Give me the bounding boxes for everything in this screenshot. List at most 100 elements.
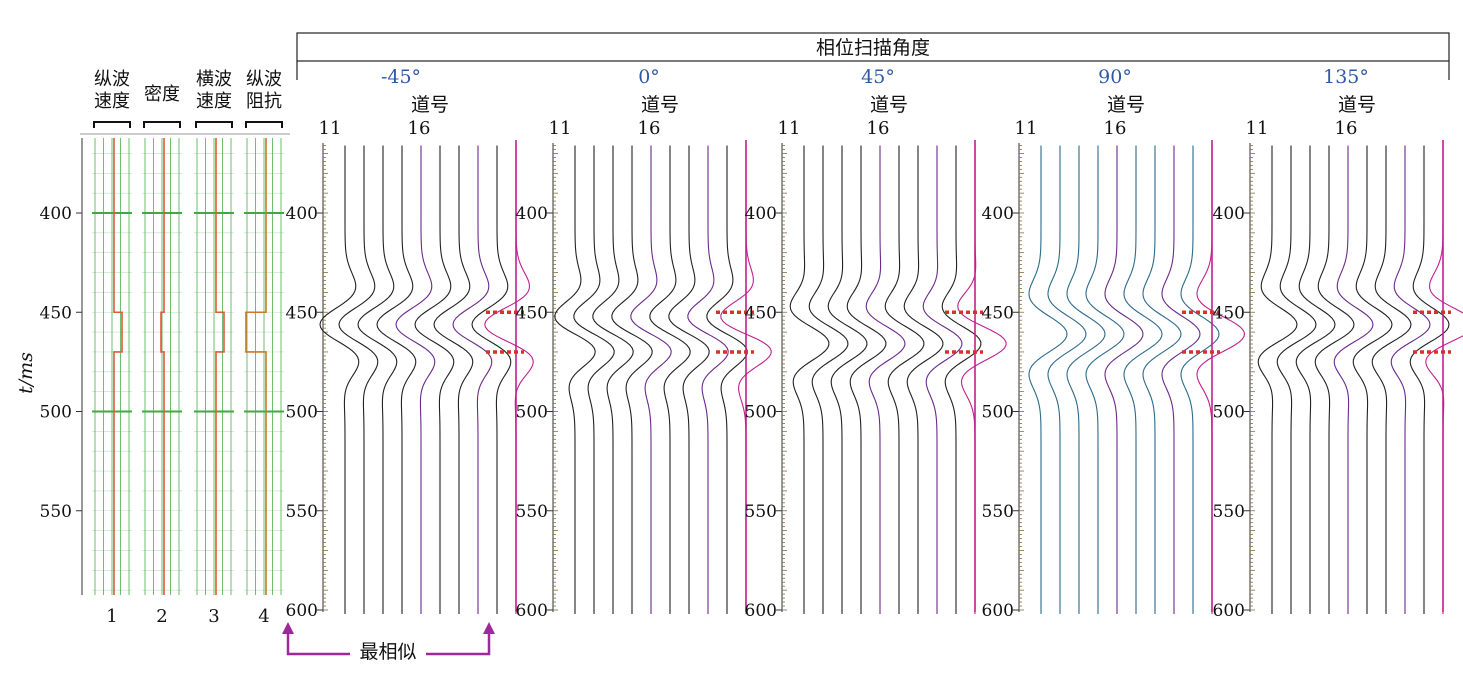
- panel-y-tick-label: 400: [745, 204, 777, 224]
- seismic-trace: [376, 145, 417, 614]
- seismic-trace: [433, 145, 474, 614]
- seismic-trace: [922, 145, 963, 614]
- header-bracket: 相位扫描角度: [296, 32, 1450, 80]
- seismic-trace: [1257, 145, 1298, 614]
- panel-y-tick-label: 400: [516, 204, 548, 224]
- panel-trace-tick-16: 16: [1335, 118, 1358, 139]
- panel-y-tick-label: 400: [982, 204, 1014, 224]
- seismic-trace: [554, 145, 596, 614]
- panel-angle-label: 0°: [638, 66, 660, 88]
- seismic-trace: [1333, 145, 1374, 614]
- panel-45°: 45° 道号 11 16 400 450 500 550 600: [745, 66, 1007, 621]
- panel-90°: 90° 道号 11 16 400 450 500 550 600: [982, 66, 1245, 621]
- panel-y-tick-label: 450: [1213, 303, 1245, 323]
- seismic-trace: [1390, 145, 1431, 614]
- panel-angle-label: 135°: [1323, 66, 1369, 88]
- annotation-arrowhead-left: [282, 622, 294, 634]
- log-column-label: 纵波: [246, 69, 282, 90]
- log-column-label: 纵波: [94, 69, 130, 90]
- panel-trace-label: 道号: [641, 94, 679, 116]
- panel-trace-tick-16: 16: [638, 118, 661, 139]
- panel-trace-tick-16: 16: [867, 118, 890, 139]
- log-column-label: 横波: [196, 69, 232, 90]
- panel-trace-label: 道号: [1338, 94, 1376, 116]
- seismic-trace: [1295, 145, 1336, 614]
- panel-y-tick-label: 600: [516, 601, 548, 621]
- panel-y-tick-label: 550: [1213, 502, 1245, 522]
- seismic-trace: [573, 145, 615, 614]
- panel-trace-tick-11: 11: [549, 118, 572, 139]
- log-column-number: 4: [258, 606, 269, 627]
- seismic-trace: [611, 145, 653, 614]
- panel-y-tick-label: 500: [982, 403, 1014, 423]
- panel-trace-tick-16: 16: [1104, 118, 1127, 139]
- log-y-tick-label: 400: [40, 204, 72, 224]
- panel-y-tick-label: 550: [745, 502, 777, 522]
- panel-y-tick-label: 550: [516, 502, 548, 522]
- seismic-trace: [706, 145, 748, 614]
- panel-y-tick-label: 450: [286, 303, 318, 323]
- seismic-trace: [1161, 145, 1201, 614]
- panel-y-tick-label: 500: [516, 403, 548, 423]
- panel-angle-label: 45°: [861, 66, 895, 88]
- log-column-number: 1: [106, 606, 117, 627]
- log-column-label: 阻抗: [246, 91, 282, 112]
- panel-y-tick-label: 400: [1213, 204, 1245, 224]
- log-column-number: 2: [156, 606, 167, 627]
- panel-135°: 135° 道号 11 16 400 450 500 550 600: [1213, 66, 1463, 621]
- seismic-trace: [319, 145, 360, 614]
- seismic-trace: [668, 145, 710, 614]
- seismic-panels: -45° 道号 11 16 400 450 500 550 600 0° 道号 11 16 400 450 5…: [286, 66, 1463, 621]
- log-curve: [215, 138, 225, 595]
- seismic-trace: [941, 145, 982, 614]
- seismic-trace: [1371, 145, 1412, 614]
- panel-y-tick-label: 550: [286, 502, 318, 522]
- panel-y-tick-label: 500: [745, 403, 777, 423]
- seismic-trace: [1352, 145, 1393, 614]
- panel-y-tick-label: 600: [1213, 601, 1245, 621]
- log-column-bracket: [143, 121, 181, 128]
- seismic-trace: [1180, 145, 1220, 614]
- seismic-trace: [1066, 145, 1106, 614]
- panel-trace-tick-16: 16: [408, 118, 431, 139]
- seismic-trace: [1409, 145, 1450, 614]
- log-column-2: 密度 2: [142, 84, 182, 627]
- seismic-trace: [903, 145, 944, 614]
- annotation-arrowhead-right: [483, 622, 495, 634]
- panel-y-tick-label: 500: [1213, 403, 1245, 423]
- seismic-trace: [1047, 145, 1087, 614]
- panel-y-tick-label: 550: [982, 502, 1014, 522]
- panel-y-tick-label: 500: [286, 403, 318, 423]
- seismic-trace: [1104, 145, 1144, 614]
- panel-y-tick-label: 450: [516, 303, 548, 323]
- log-y-tick-label: 500: [40, 403, 72, 423]
- log-curve: [160, 138, 165, 595]
- log-column-bracket: [245, 121, 283, 128]
- seismic-trace: [357, 145, 398, 614]
- panel-0°: 0° 道号 11 16 400 450 500 550 600: [516, 66, 772, 621]
- panel-y-tick-label: 450: [982, 303, 1014, 323]
- seismic-trace: [687, 145, 729, 614]
- panel--45°: -45° 道号 11 16 400 450 500 550 600: [286, 66, 534, 621]
- annotation-line-left: [286, 630, 350, 656]
- log-column-number: 3: [208, 606, 219, 627]
- panel-trace-tick-11: 11: [319, 118, 342, 139]
- panel-trace-label: 道号: [411, 94, 449, 116]
- seismic-trace: [414, 145, 455, 614]
- seismic-trace: [395, 145, 436, 614]
- seismic-trace: [471, 145, 512, 614]
- y-axis-label: t/ms: [15, 352, 37, 394]
- log-y-tick-label: 450: [40, 303, 72, 323]
- header-title: 相位扫描角度: [816, 37, 930, 59]
- panel-angle-label: -45°: [381, 66, 421, 88]
- seismic-trace: [789, 145, 830, 614]
- log-curve: [113, 138, 123, 595]
- seismic-trace: [1425, 145, 1463, 614]
- seismic-trace: [865, 145, 906, 614]
- seismic-trace: [452, 145, 493, 614]
- seismic-trace: [649, 145, 691, 614]
- most-similar-annotation: 最相似: [282, 622, 495, 663]
